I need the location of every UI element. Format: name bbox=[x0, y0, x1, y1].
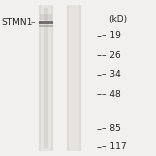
Text: – 85: – 85 bbox=[102, 124, 121, 133]
Text: – 34: – 34 bbox=[102, 70, 121, 79]
Bar bbox=[69, 5, 79, 151]
Text: STMN1: STMN1 bbox=[2, 18, 33, 27]
Text: – 26: – 26 bbox=[102, 51, 121, 60]
Bar bbox=[41, 5, 51, 151]
Text: – 19: – 19 bbox=[102, 31, 121, 40]
Bar bbox=[44, 8, 48, 148]
Text: – 48: – 48 bbox=[102, 90, 121, 99]
Text: – –: – – bbox=[31, 18, 43, 27]
Bar bbox=[40, 14, 52, 20]
Bar bbox=[67, 5, 81, 151]
Bar bbox=[39, 5, 53, 151]
Bar bbox=[39, 25, 53, 27]
Text: (kD): (kD) bbox=[108, 15, 128, 24]
Text: – 117: – 117 bbox=[102, 142, 127, 151]
Bar bbox=[39, 21, 53, 24]
